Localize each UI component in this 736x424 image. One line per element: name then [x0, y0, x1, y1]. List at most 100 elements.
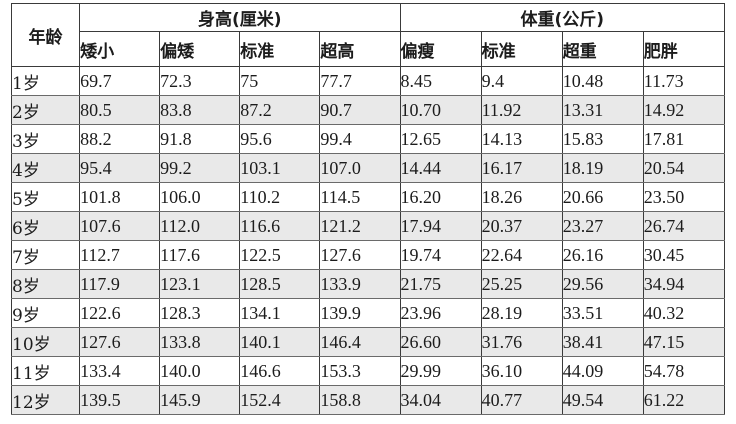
height-cell: 99.2	[159, 153, 241, 183]
weight-cell: 26.16	[561, 240, 644, 270]
height-col-header: 偏矮	[159, 31, 241, 67]
weight-cell: 40.77	[480, 385, 563, 415]
weight-cell: 49.54	[561, 385, 644, 415]
age-cell: 11岁	[11, 356, 81, 386]
height-cell: 146.6	[239, 356, 321, 386]
height-cell: 103.1	[239, 153, 321, 183]
weight-cell: 18.19	[561, 153, 644, 183]
weight-cell: 11.73	[642, 66, 725, 96]
weight-cell: 13.31	[561, 95, 644, 125]
height-cell: 158.8	[319, 385, 401, 415]
height-col-header: 标准	[239, 31, 321, 67]
table-row: 4岁 95.4 99.2 103.1 107.0 14.44 16.17 18.19 20.54	[11, 153, 725, 183]
height-cell: 112.0	[159, 211, 241, 241]
weight-cell: 34.04	[399, 385, 482, 415]
height-cell: 77.7	[319, 66, 401, 96]
weight-cell: 23.96	[399, 298, 482, 328]
height-cell: 153.3	[319, 356, 401, 386]
height-cell: 140.1	[239, 327, 321, 357]
age-cell: 7岁	[11, 240, 81, 270]
age-cell: 12岁	[11, 385, 81, 415]
age-cell: 6岁	[11, 211, 81, 241]
height-cell: 107.0	[319, 153, 401, 183]
weight-cell: 16.17	[480, 153, 563, 183]
height-cell: 90.7	[319, 95, 401, 125]
height-cell: 140.0	[159, 356, 241, 386]
age-cell: 3岁	[11, 124, 81, 154]
weight-cell: 14.13	[480, 124, 563, 154]
weight-cell: 8.45	[399, 66, 482, 96]
age-header: 年龄	[11, 3, 81, 67]
height-cell: 121.2	[319, 211, 401, 241]
weight-cell: 34.94	[642, 269, 725, 299]
height-cell: 133.9	[319, 269, 401, 299]
weight-cell: 15.83	[561, 124, 644, 154]
height-cell: 117.9	[79, 269, 161, 299]
weight-cell: 23.50	[642, 182, 725, 212]
height-cell: 87.2	[239, 95, 321, 125]
height-cell: 107.6	[79, 211, 161, 241]
weight-cell: 10.70	[399, 95, 482, 125]
weight-cell: 22.64	[480, 240, 563, 270]
weight-cell: 25.25	[480, 269, 563, 299]
height-cell: 127.6	[79, 327, 161, 357]
height-cell: 117.6	[159, 240, 241, 270]
height-cell: 95.6	[239, 124, 321, 154]
weight-cell: 44.09	[561, 356, 644, 386]
height-cell: 123.1	[159, 269, 241, 299]
table-row: 5岁 101.8 106.0 110.2 114.5 16.20 18.26 20.66 23.…	[11, 182, 725, 212]
height-cell: 128.3	[159, 298, 241, 328]
table-row: 3岁 88.2 91.8 95.6 99.4 12.65 14.13 15.83 17.81	[11, 124, 725, 154]
weight-col-header: 偏瘦	[399, 31, 482, 67]
growth-table: 年龄 身高(厘米) 体重(公斤) 矮小 偏矮 标准 超高 偏瘦 标准 超重 肥胖…	[11, 3, 725, 415]
table-row: 2岁 80.5 83.8 87.2 90.7 10.70 11.92 13.31 14.92	[11, 95, 725, 125]
weight-cell: 11.92	[480, 95, 563, 125]
height-cell: 133.4	[79, 356, 161, 386]
weight-group-header: 体重(公斤)	[399, 3, 725, 32]
weight-cell: 28.19	[480, 298, 563, 328]
weight-col-header: 超重	[561, 31, 644, 67]
height-cell: 145.9	[159, 385, 241, 415]
height-cell: 72.3	[159, 66, 241, 96]
weight-cell: 54.78	[642, 356, 725, 386]
weight-cell: 12.65	[399, 124, 482, 154]
age-cell: 9岁	[11, 298, 81, 328]
table-row: 7岁 112.7 117.6 122.5 127.6 19.74 22.64 26.16 30.…	[11, 240, 725, 270]
height-cell: 75	[239, 66, 321, 96]
height-cell: 139.5	[79, 385, 161, 415]
weight-cell: 10.48	[561, 66, 644, 96]
weight-cell: 29.99	[399, 356, 482, 386]
height-cell: 106.0	[159, 182, 241, 212]
height-cell: 99.4	[319, 124, 401, 154]
age-cell: 8岁	[11, 269, 81, 299]
age-cell: 4岁	[11, 153, 81, 183]
table-row: 9岁 122.6 128.3 134.1 139.9 23.96 28.19 33.51 40.…	[11, 298, 725, 328]
age-cell: 2岁	[11, 95, 81, 125]
growth-table-container: 年龄 身高(厘米) 体重(公斤) 矮小 偏矮 标准 超高 偏瘦 标准 超重 肥胖…	[11, 3, 725, 424]
table-row: 8岁 117.9 123.1 128.5 133.9 21.75 25.25 29.56 34.…	[11, 269, 725, 299]
weight-col-header: 标准	[480, 31, 563, 67]
height-cell: 146.4	[319, 327, 401, 357]
weight-cell: 16.20	[399, 182, 482, 212]
height-cell: 83.8	[159, 95, 241, 125]
height-cell: 95.4	[79, 153, 161, 183]
weight-cell: 18.26	[480, 182, 563, 212]
height-cell: 116.6	[239, 211, 321, 241]
height-cell: 133.8	[159, 327, 241, 357]
weight-cell: 14.92	[642, 95, 725, 125]
weight-cell: 36.10	[480, 356, 563, 386]
height-cell: 91.8	[159, 124, 241, 154]
weight-cell: 61.22	[642, 385, 725, 415]
weight-cell: 19.74	[399, 240, 482, 270]
weight-cell: 9.4	[480, 66, 563, 96]
table-body: 1岁 69.7 72.3 75 77.7 8.45 9.4 10.48 11.73 2岁 80.5 8…	[11, 66, 725, 415]
weight-cell: 20.37	[480, 211, 563, 241]
height-cell: 80.5	[79, 95, 161, 125]
height-cell: 69.7	[79, 66, 161, 96]
table-row: 6岁 107.6 112.0 116.6 121.2 17.94 20.37 23.27 26.…	[11, 211, 725, 241]
height-cell: 110.2	[239, 182, 321, 212]
height-cell: 122.6	[79, 298, 161, 328]
age-cell: 1岁	[11, 66, 81, 96]
weight-cell: 29.56	[561, 269, 644, 299]
weight-col-header: 肥胖	[642, 31, 725, 67]
